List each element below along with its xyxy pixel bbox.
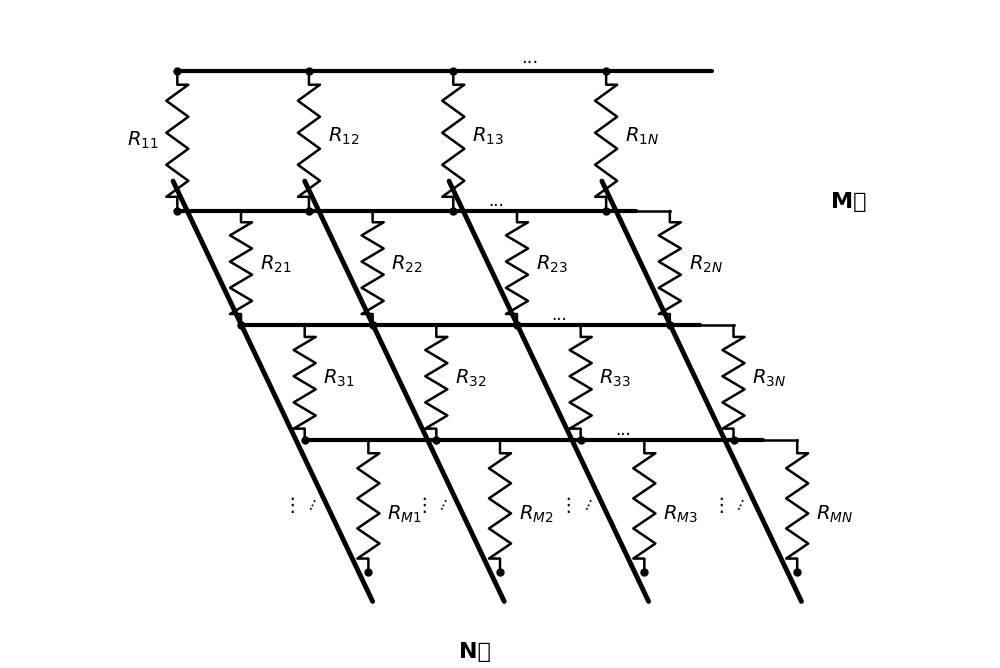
Text: $R_{M2}$: $R_{M2}$ [519, 504, 553, 525]
Text: N列: N列 [459, 643, 490, 663]
Text: $R_{3N}$: $R_{3N}$ [752, 368, 786, 389]
Text: ...: ... [728, 492, 748, 512]
Text: $R_{32}$: $R_{32}$ [455, 368, 486, 389]
Text: ⋮: ⋮ [711, 496, 731, 516]
Text: $R_{M1}$: $R_{M1}$ [387, 504, 422, 525]
Text: $R_{33}$: $R_{33}$ [599, 368, 631, 389]
Text: $R_{22}$: $R_{22}$ [391, 253, 423, 275]
Text: $R_{23}$: $R_{23}$ [536, 253, 567, 275]
Text: ...: ... [615, 421, 631, 439]
Text: $R_{2N}$: $R_{2N}$ [689, 253, 723, 275]
Text: ...: ... [552, 306, 567, 324]
Text: $R_{1N}$: $R_{1N}$ [625, 126, 659, 147]
Text: $R_{11}$: $R_{11}$ [127, 130, 159, 152]
Text: ⋮: ⋮ [558, 496, 578, 516]
Text: ⋮: ⋮ [414, 496, 433, 516]
Text: $R_{12}$: $R_{12}$ [328, 126, 359, 147]
Text: $R_{31}$: $R_{31}$ [323, 368, 355, 389]
Text: $R_{13}$: $R_{13}$ [472, 126, 504, 147]
Text: $R_{MN}$: $R_{MN}$ [816, 504, 853, 525]
Text: ⋮: ⋮ [282, 496, 302, 516]
Text: $R_{M3}$: $R_{M3}$ [663, 504, 698, 525]
Text: ...: ... [488, 192, 504, 210]
Text: ...: ... [575, 492, 595, 512]
Text: ...: ... [299, 492, 319, 512]
Text: ...: ... [431, 492, 450, 512]
Text: M行: M行 [831, 192, 867, 212]
Text: ...: ... [521, 49, 538, 67]
Text: $R_{21}$: $R_{21}$ [260, 253, 291, 275]
